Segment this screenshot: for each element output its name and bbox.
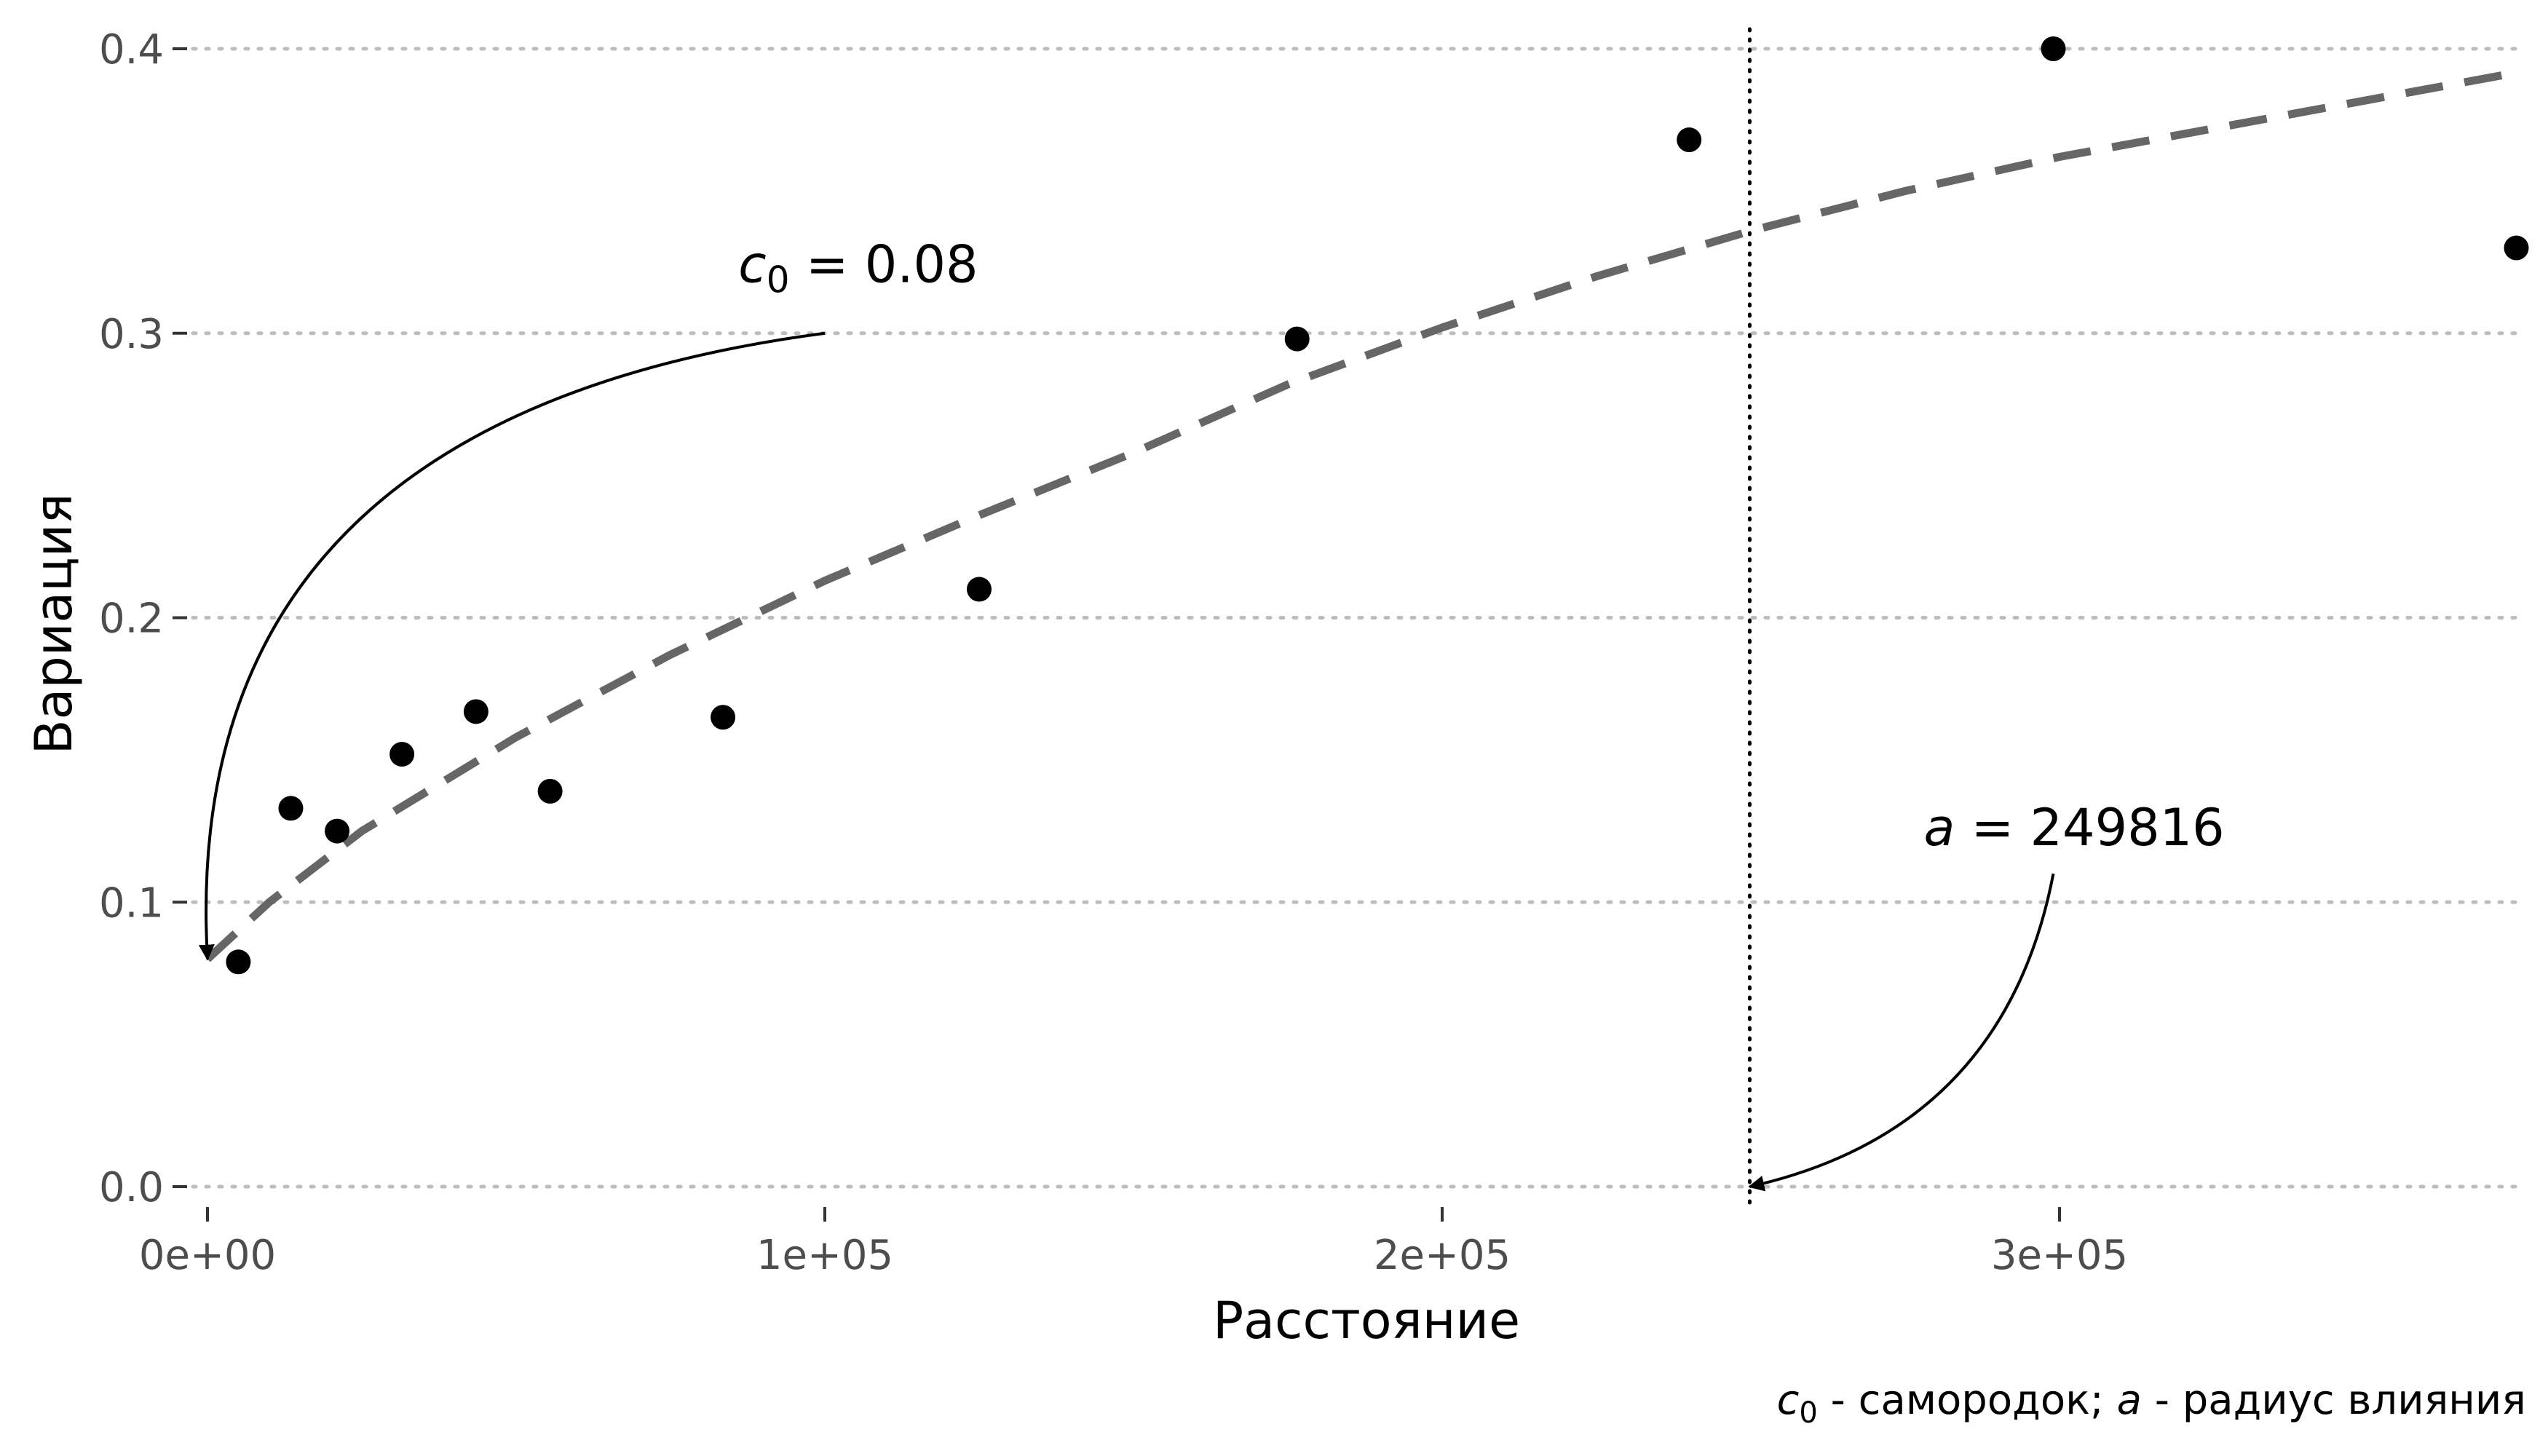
x-tick-label: 3e+05 — [1991, 1232, 2128, 1279]
model-curve — [205, 67, 2523, 962]
y-tick-label: 0.2 — [99, 596, 164, 643]
x-tick-label: 2e+05 — [1374, 1232, 1511, 1279]
annotation-symbol: a — [1923, 798, 1955, 858]
x-axis-title: Расстояние — [1213, 1291, 1520, 1350]
caption-text-1: - самородок; — [1818, 1377, 2117, 1424]
annotation-value: = 249816 — [1955, 798, 2224, 858]
caption-symbol-c: c — [1777, 1377, 1800, 1424]
model-curve-path — [205, 67, 2523, 962]
caption-subscript: 0 — [1799, 1396, 1817, 1430]
x-tick-label: 1e+05 — [756, 1232, 893, 1279]
data-points — [226, 36, 2529, 975]
grid-lines — [191, 47, 2525, 1189]
data-point — [1284, 326, 1310, 352]
x-tick-label: 0e+00 — [139, 1232, 276, 1279]
annotation-subscript: 0 — [767, 258, 790, 301]
data-point — [2504, 235, 2529, 261]
annotations: c0 = 0.08 a = 249816 — [198, 234, 2225, 1192]
data-point — [1677, 127, 1702, 153]
data-point — [278, 796, 304, 821]
caption-symbol-a: a — [2117, 1377, 2142, 1424]
caption: c0 - самородок; a - радиус влияния — [1777, 1377, 2526, 1430]
annotation-value: = 0.08 — [790, 234, 978, 294]
data-point — [711, 705, 736, 730]
annotation-arrow — [198, 331, 826, 961]
annotation-label: a = 249816 — [1923, 798, 2224, 858]
data-point — [537, 778, 563, 804]
data-point — [463, 699, 488, 724]
caption-text-2: - радиус влияния — [2142, 1377, 2526, 1424]
y-tick-label: 0.3 — [99, 311, 164, 358]
data-point — [2041, 36, 2066, 61]
data-point — [226, 949, 251, 975]
y-tick-label: 0.4 — [99, 26, 164, 74]
data-point — [389, 742, 415, 767]
annotation-arrow — [1748, 873, 2055, 1192]
y-axis-title: Вариация — [24, 494, 84, 755]
y-tick-label: 0.0 — [99, 1164, 164, 1211]
annotation-symbol: c — [738, 234, 767, 294]
data-point — [325, 818, 350, 844]
annotation-label: c0 = 0.08 — [738, 234, 978, 301]
axis-ticks: 0.0 0.1 0.2 0.3 0.4 0e+00 1e+05 2e+05 3e+05 — [99, 26, 2128, 1279]
data-point — [967, 577, 992, 602]
y-tick-label: 0.1 — [99, 879, 164, 927]
